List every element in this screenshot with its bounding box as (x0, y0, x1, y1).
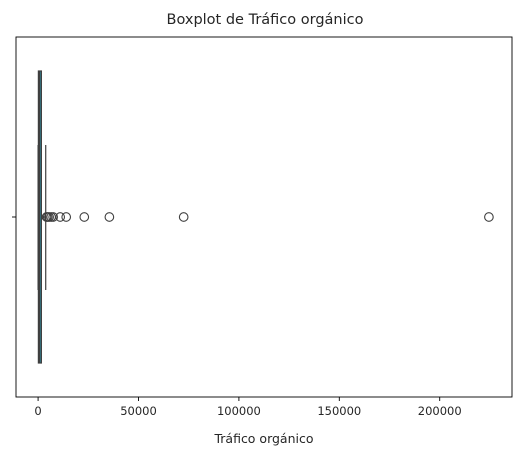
box-group (37, 70, 47, 364)
x-tick-label: 150000 (317, 404, 361, 418)
outlier-point (104, 212, 115, 222)
outlier-point (484, 212, 494, 222)
x-tick-label: 100000 (217, 404, 261, 418)
outlier-point (48, 212, 58, 222)
x-tick-label: 50000 (120, 404, 157, 418)
outlier-point (61, 212, 72, 222)
x-tick-label: 0 (34, 404, 41, 418)
outlier-point (55, 212, 66, 222)
x-axis-ticks: 0 50000 100000 150000 200000 (34, 397, 462, 418)
outlier-group (41, 212, 494, 222)
outlier-point (178, 212, 189, 222)
outlier-point (79, 212, 90, 222)
x-tick-label: 200000 (418, 404, 462, 418)
plot-area-frame (15, 36, 513, 398)
x-axis-label: Tráfico orgánico (213, 431, 313, 446)
chart-title: Boxplot de Tráfico orgánico (167, 12, 364, 28)
